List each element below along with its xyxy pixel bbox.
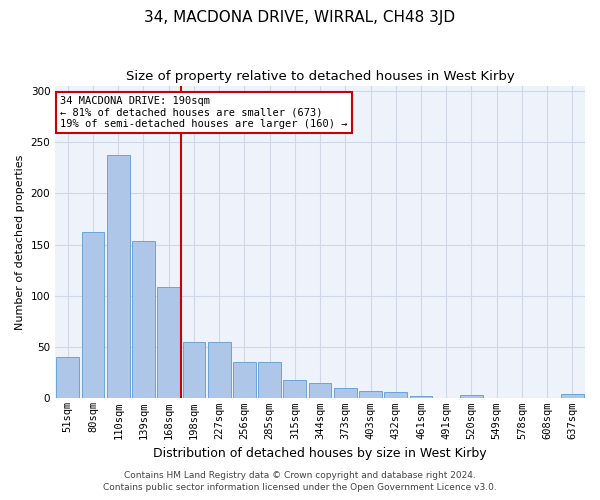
- Bar: [385, 392, 407, 398]
- Bar: [359, 391, 382, 398]
- Y-axis label: Number of detached properties: Number of detached properties: [15, 154, 25, 330]
- Bar: [132, 242, 155, 398]
- Bar: [56, 358, 79, 399]
- Bar: [460, 396, 483, 398]
- X-axis label: Distribution of detached houses by size in West Kirby: Distribution of detached houses by size …: [153, 447, 487, 460]
- Title: Size of property relative to detached houses in West Kirby: Size of property relative to detached ho…: [126, 70, 514, 83]
- Text: Contains HM Land Registry data © Crown copyright and database right 2024.
Contai: Contains HM Land Registry data © Crown c…: [103, 471, 497, 492]
- Bar: [107, 156, 130, 398]
- Bar: [258, 362, 281, 398]
- Bar: [233, 362, 256, 398]
- Bar: [283, 380, 306, 398]
- Text: 34, MACDONA DRIVE, WIRRAL, CH48 3JD: 34, MACDONA DRIVE, WIRRAL, CH48 3JD: [145, 10, 455, 25]
- Bar: [182, 342, 205, 398]
- Bar: [157, 286, 180, 399]
- Bar: [334, 388, 356, 398]
- Text: 34 MACDONA DRIVE: 190sqm
← 81% of detached houses are smaller (673)
19% of semi-: 34 MACDONA DRIVE: 190sqm ← 81% of detach…: [60, 96, 348, 129]
- Bar: [82, 232, 104, 398]
- Bar: [561, 394, 584, 398]
- Bar: [410, 396, 433, 398]
- Bar: [309, 383, 331, 398]
- Bar: [208, 342, 230, 398]
